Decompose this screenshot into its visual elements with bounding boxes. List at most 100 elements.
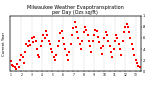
Point [125,23,128,25]
Point [132,48,134,50]
Point [103,37,106,39]
Point [58,40,60,41]
Point [120,54,123,55]
Point [34,40,37,41]
Point [78,43,81,44]
Point [130,43,133,44]
Point [137,65,140,66]
Point [102,46,104,47]
Point [100,53,103,54]
Point [129,37,132,39]
Point [25,43,28,44]
Point [138,66,141,68]
Point [62,37,64,39]
Point [67,60,69,61]
Point [11,64,13,65]
Point [123,32,125,33]
Point [27,46,29,47]
Point [63,43,65,44]
Point [77,37,80,39]
Point [50,48,52,50]
Point [36,48,38,50]
Point [52,57,55,58]
Point [85,29,88,30]
Point [10,61,12,62]
Point [127,26,129,27]
Point [75,26,77,27]
Point [69,43,72,44]
Point [49,43,51,44]
Point [86,34,89,36]
Point [99,47,102,49]
Point [42,34,45,36]
Point [133,54,136,55]
Point [45,31,47,32]
Point [71,34,73,36]
Point [33,36,36,37]
Point [76,32,78,33]
Point [121,40,124,41]
Point [29,44,32,45]
Point [97,36,99,37]
Point [59,33,62,34]
Point [28,40,30,41]
Point [80,48,82,50]
Point [32,42,34,43]
Point [19,60,21,61]
Point [21,57,24,58]
Point [84,26,86,27]
Point [94,29,97,30]
Point [12,65,15,66]
Point [90,51,93,53]
Point [112,48,115,50]
Point [46,34,48,36]
Point [20,54,23,55]
Point [72,27,75,29]
Point [60,31,63,32]
Point [98,42,100,43]
Point [30,37,33,39]
Point [82,32,85,33]
Point [134,60,137,61]
Point [65,54,68,55]
Title: Milwaukee Weather Evapotranspiration
per Day (Ozs sq/ft): Milwaukee Weather Evapotranspiration per… [27,5,124,15]
Point [88,40,90,41]
Point [47,40,50,41]
Point [40,46,42,47]
Point [38,57,41,58]
Point [41,40,43,41]
Point [111,57,113,58]
Point [81,40,84,41]
Point [16,63,19,64]
Point [110,51,112,53]
Point [24,51,26,53]
Point [128,32,130,33]
Point [89,46,91,47]
Point [114,40,116,41]
Point [17,66,20,68]
Point [13,66,16,68]
Point [15,68,17,69]
Point [108,46,111,47]
Point [119,48,121,50]
Point [104,32,107,33]
Point [51,51,54,53]
Point [37,54,40,55]
Text: Current Year: Current Year [2,31,6,56]
Point [115,34,117,36]
Point [54,60,56,61]
Point [92,40,94,41]
Point [106,34,108,36]
Point [55,54,58,55]
Point [116,37,119,39]
Point [56,46,59,47]
Point [23,62,25,64]
Point [43,37,46,39]
Point [95,31,98,32]
Point [68,51,71,53]
Point [73,22,76,23]
Point [136,62,138,64]
Point [117,43,120,44]
Point [107,40,110,41]
Point [64,48,67,50]
